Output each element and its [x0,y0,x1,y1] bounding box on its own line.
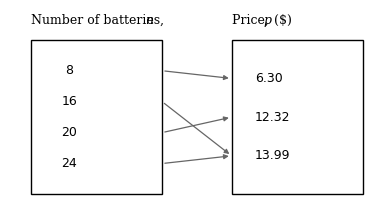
Text: 12.32: 12.32 [255,111,290,124]
Text: 16: 16 [62,95,77,108]
Text: 13.99: 13.99 [255,149,290,162]
Text: ($): ($) [270,13,292,27]
Text: Price,: Price, [232,13,273,27]
Text: 20: 20 [61,126,78,139]
Text: 8: 8 [66,64,73,77]
Text: Number of batteries,: Number of batteries, [31,13,168,27]
Text: 24: 24 [62,157,77,170]
Bar [232,40,363,194]
Text: p: p [263,13,271,27]
Text: n: n [145,13,153,27]
Text: 6.30: 6.30 [255,72,283,85]
Bar [31,40,162,194]
